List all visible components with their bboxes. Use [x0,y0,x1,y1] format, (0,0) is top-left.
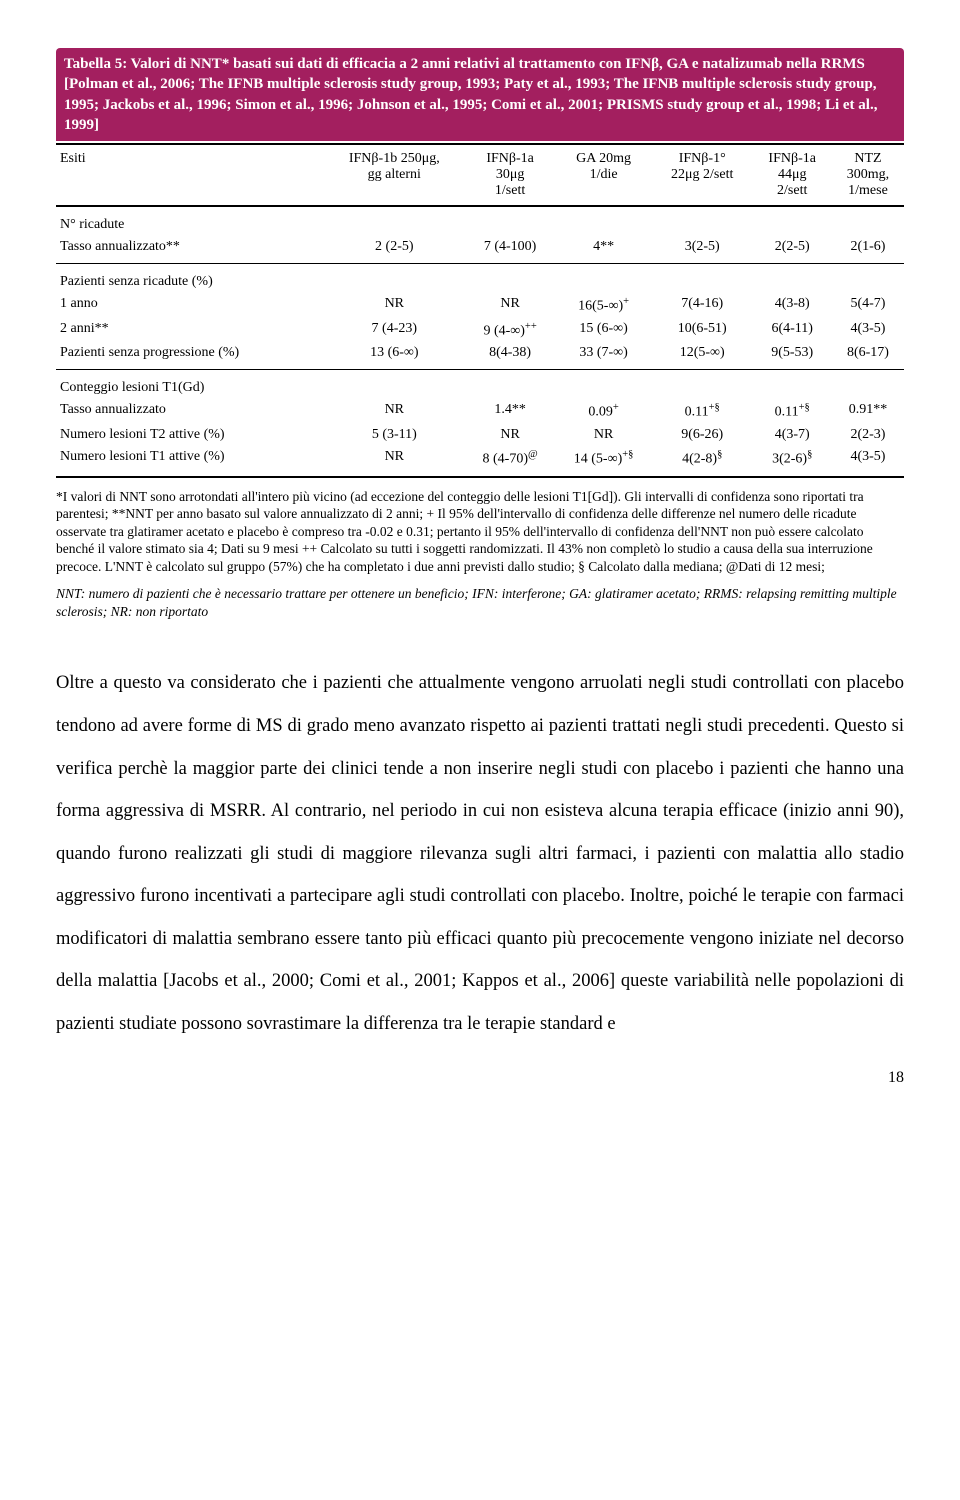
row-tasso-annualizzato: Tasso annualizzato** 2 (2-5)7 (4-100)4**… [56,236,904,264]
col-ifnb1a-30: IFNβ-1a30μg1/sett [465,144,555,206]
footnote-1: *I valori di NNT sono arrotondati all'in… [56,488,904,576]
row-1anno: 1 anno NRNR 16(5-∞)+ 7(4-16)4(3-8)5(4-7) [56,293,904,318]
body-paragraph: Oltre a questo va considerato che i pazi… [56,662,904,1045]
row-tasso-lesioni: Tasso annualizzato NR1.4** 0.09+ 0.11+§ … [56,399,904,424]
col-ifnb1-22: IFNβ-1°22μg 2/sett [652,144,753,206]
col-ga: GA 20mg1/die [555,144,652,206]
col-esiti: Esiti [56,144,324,206]
page-number: 18 [56,1069,904,1087]
section-senza-ricadute: Pazienti senza ricadute (%) [56,264,904,294]
table-title: Tabella 5: Valori di NNT* basati sui dat… [56,48,904,141]
section-ricadute: N° ricadute [56,206,904,236]
row-lesioni-t2: Numero lesioni T2 attive (%) 5 (3-11)NRN… [56,424,904,446]
col-ifnb1a-44: IFNβ-1a44μg2/sett [752,144,831,206]
section-lesioni: Conteggio lesioni T1(Gd) [56,370,904,400]
table-header-row: Esiti IFNβ-1b 250μg,gg alterni IFNβ-1a30… [56,144,904,206]
row-senza-progressione: Pazienti senza progressione (%) 13 (6-∞)… [56,342,904,370]
col-ntz: NTZ300mg,1/mese [832,144,904,206]
nnt-table: Esiti IFNβ-1b 250μg,gg alterni IFNβ-1a30… [56,143,904,478]
row-2anni: 2 anni** 7 (4-23) 9 (4-∞)++ 15 (6-∞)10(6… [56,318,904,343]
col-ifnb1b: IFNβ-1b 250μg,gg alterni [324,144,465,206]
row-lesioni-t1: Numero lesioni T1 attive (%) NR 8 (4-70)… [56,446,904,477]
footnote-2: NNT: numero di pazienti che è necessario… [56,585,904,620]
